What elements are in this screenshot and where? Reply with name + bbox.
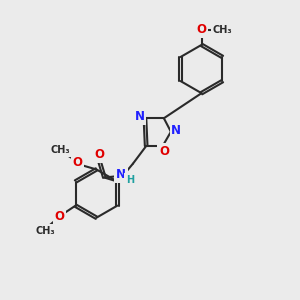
Text: O: O <box>196 23 206 36</box>
Text: N: N <box>116 168 126 181</box>
Text: O: O <box>55 210 64 223</box>
Text: O: O <box>94 148 104 161</box>
Text: O: O <box>159 145 169 158</box>
Text: O: O <box>73 156 82 169</box>
Text: N: N <box>171 124 181 137</box>
Text: CH₃: CH₃ <box>213 25 233 34</box>
Text: H: H <box>126 175 134 184</box>
Text: N: N <box>135 110 145 123</box>
Text: CH₃: CH₃ <box>35 226 55 236</box>
Text: CH₃: CH₃ <box>50 145 70 155</box>
